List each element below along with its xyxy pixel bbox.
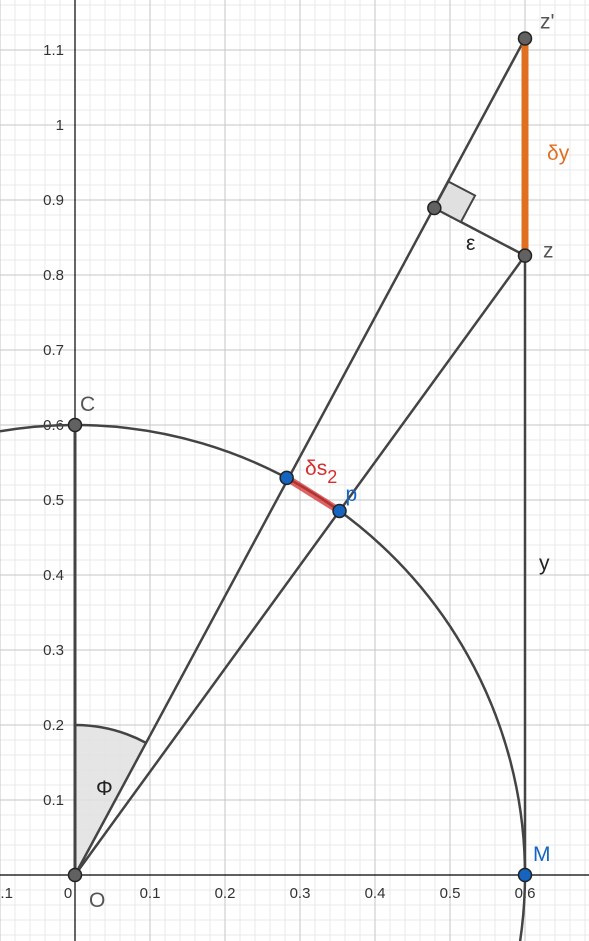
point-p[interactable] — [332, 503, 347, 519]
x-tick-label: 0.1 — [140, 885, 161, 902]
circle-arc — [0, 423, 527, 941]
y-tick-label: 0.9 — [43, 192, 64, 209]
point-foot[interactable] — [427, 200, 442, 216]
point-z[interactable] — [517, 248, 533, 263]
label-phi: Φ — [96, 777, 113, 800]
x-tick-label: 0.5 — [440, 885, 461, 902]
y-tick-label: 0.7 — [43, 342, 64, 359]
point-o[interactable] — [67, 867, 83, 883]
x-tick-label: 0 — [64, 885, 72, 902]
label-p: p — [346, 483, 358, 506]
point-c[interactable] — [67, 417, 83, 433]
segment-delta-s2 — [283, 474, 344, 515]
angle-phi-arc — [74, 723, 147, 744]
label-delta-s-main: δs — [305, 457, 327, 480]
y-tick-label: 1.1 — [43, 42, 64, 59]
tick-labels: -0.100.10.20.30.40.50.60.10.20.30.40.50.… — [0, 42, 535, 902]
point-z-prime[interactable] — [517, 31, 533, 46]
right-angle-marker — [432, 180, 477, 224]
angle-phi-sector — [75, 725, 146, 875]
line-o-z-prime — [73, 37, 527, 877]
label-delta-s-subscript: 2 — [327, 467, 337, 487]
label-o: O — [89, 889, 105, 912]
x-tick-label: 0.4 — [365, 885, 386, 902]
x-tick-label: 0.2 — [215, 885, 236, 902]
x-tick-label: -0.1 — [0, 885, 13, 902]
y-tick-label: 0.5 — [43, 492, 64, 509]
y-tick-label: 0.3 — [43, 642, 64, 659]
point-m[interactable] — [517, 867, 533, 883]
point-q[interactable] — [279, 470, 294, 486]
y-tick-label: 0.2 — [43, 717, 64, 734]
label-delta-s2: δs2 — [305, 457, 337, 487]
y-tick-label: 0.4 — [43, 567, 64, 584]
y-tick-label: 0.8 — [43, 267, 64, 284]
label-z: z — [543, 240, 554, 263]
x-tick-label: 0.3 — [290, 885, 311, 902]
line-o-z — [73, 254, 527, 877]
label-c: C — [80, 393, 95, 416]
y-tick-label: 1 — [56, 117, 64, 134]
label-epsilon: ε — [466, 232, 475, 255]
label-z-prime: z' — [540, 10, 555, 33]
label-y: y — [539, 552, 550, 575]
label-m: M — [533, 843, 551, 866]
y-tick-label: 0.1 — [43, 792, 64, 809]
label-delta-y: δy — [547, 142, 570, 165]
